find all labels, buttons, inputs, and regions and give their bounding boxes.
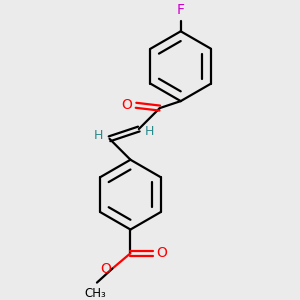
- Text: F: F: [177, 3, 185, 17]
- Text: O: O: [122, 98, 132, 112]
- Text: O: O: [100, 262, 111, 276]
- Text: CH₃: CH₃: [85, 287, 106, 300]
- Text: H: H: [145, 125, 154, 138]
- Text: H: H: [94, 129, 104, 142]
- Text: O: O: [156, 246, 167, 260]
